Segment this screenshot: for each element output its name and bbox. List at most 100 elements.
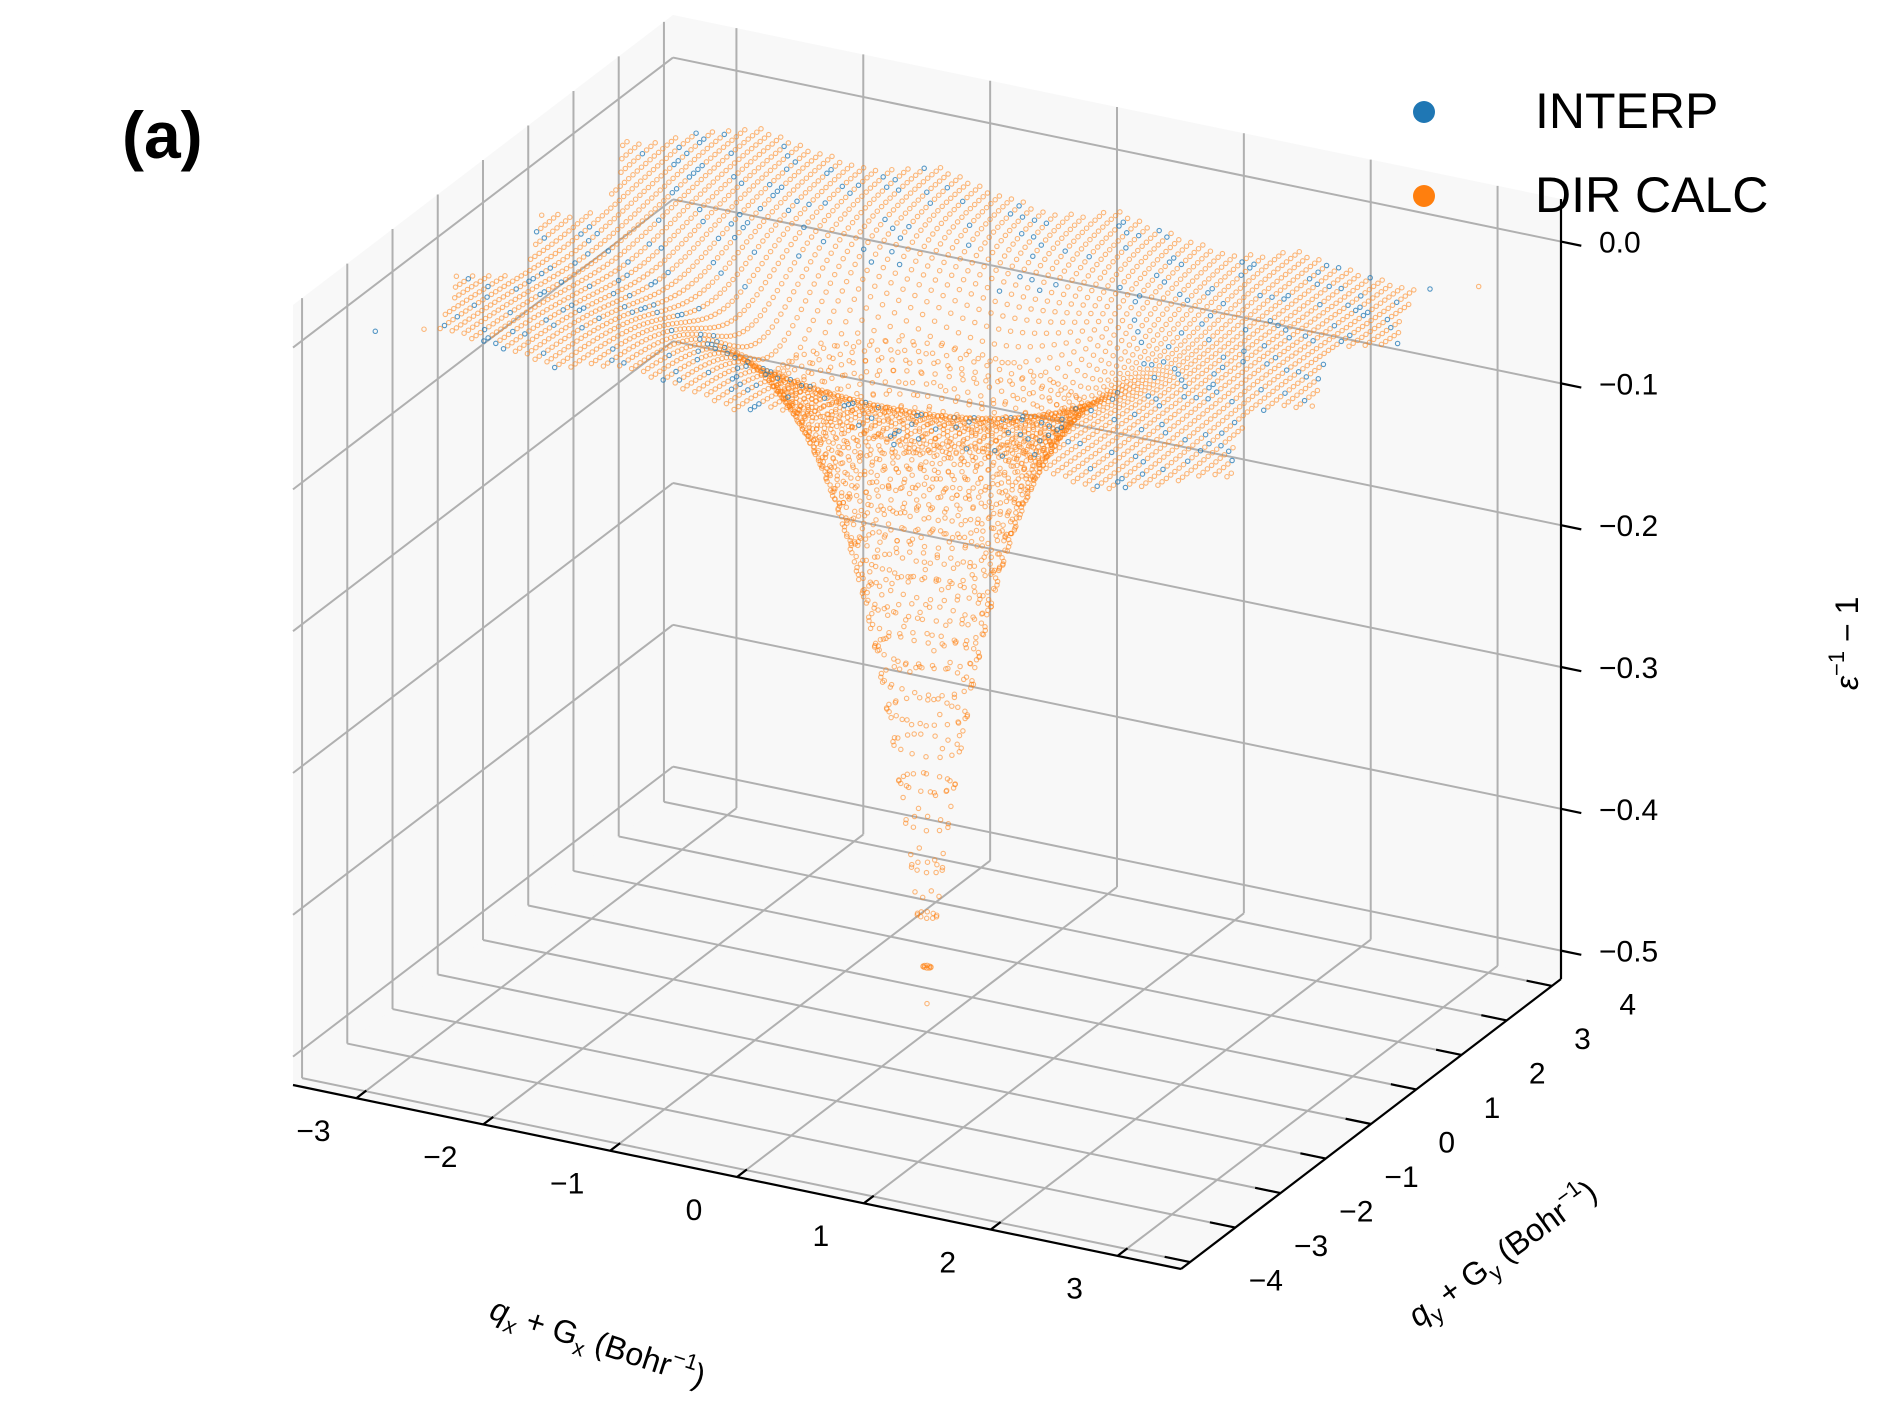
data-point-interp: [372, 328, 379, 335]
data-point-interp: [1135, 232, 1142, 239]
data-point-dircalc: [982, 627, 989, 634]
data-point-dircalc: [538, 330, 544, 337]
data-point-dircalc: [531, 314, 537, 321]
data-point-interp: [605, 248, 612, 254]
data-point-dircalc: [1177, 276, 1184, 282]
data-point-dircalc: [676, 290, 683, 296]
data-point-dircalc: [739, 244, 746, 251]
data-point-dircalc: [826, 195, 833, 202]
data-point-dircalc: [1064, 309, 1070, 316]
data-point-dircalc: [1139, 322, 1145, 329]
data-point-dircalc: [565, 294, 572, 301]
data-point-interp: [580, 305, 587, 311]
data-point-dircalc: [566, 284, 572, 291]
data-point-dircalc: [1194, 259, 1201, 266]
data-point-dircalc: [727, 163, 734, 170]
data-point-dircalc: [786, 296, 793, 303]
data-point-dircalc: [539, 319, 545, 326]
data-point-dircalc: [1055, 330, 1062, 336]
data-point-dircalc: [993, 267, 999, 273]
data-point-dircalc: [731, 160, 738, 166]
data-point-dircalc: [755, 243, 762, 250]
data-point-dircalc: [653, 264, 659, 271]
data-point-dircalc: [1157, 284, 1163, 290]
data-point-dircalc: [598, 343, 604, 350]
data-point-dircalc: [659, 229, 665, 235]
data-point-dircalc: [1024, 285, 1031, 291]
data-point-dircalc: [979, 631, 985, 637]
data-point-dircalc: [1142, 348, 1148, 355]
data-point-dircalc: [661, 183, 668, 189]
data-point-dircalc: [1210, 272, 1216, 278]
data-point-dircalc: [705, 283, 712, 290]
data-point-dircalc: [947, 578, 953, 585]
data-point-dircalc: [586, 340, 592, 347]
data-point-dircalc: [838, 331, 845, 337]
data-point-dircalc: [461, 330, 467, 336]
data-point-dircalc: [746, 278, 753, 284]
data-point-dircalc: [984, 284, 991, 291]
data-point-dircalc: [969, 572, 975, 578]
data-point-dircalc: [1138, 259, 1145, 265]
data-point-dircalc: [816, 164, 822, 170]
data-point-dircalc: [952, 398, 959, 405]
data-point-dircalc: [595, 216, 601, 223]
grid-line-y: [663, 800, 1553, 987]
data-point-dircalc: [691, 227, 698, 234]
data-point-dircalc: [971, 201, 978, 208]
data-point-dircalc: [666, 165, 673, 172]
data-point-dircalc: [1270, 282, 1276, 288]
data-point-dircalc: [1039, 224, 1045, 231]
data-point-interp: [1031, 217, 1038, 223]
data-point-dircalc: [768, 154, 775, 160]
data-point-dircalc: [1085, 385, 1092, 391]
data-point-dircalc: [988, 603, 994, 610]
data-point-interp: [510, 328, 516, 335]
data-point-interp: [513, 286, 519, 292]
data-point-dircalc: [1147, 235, 1154, 242]
data-point-dircalc: [486, 312, 493, 319]
data-point-dircalc: [790, 289, 797, 295]
data-point-dircalc: [968, 291, 975, 297]
data-point-dircalc: [1129, 268, 1136, 275]
data-point-dircalc: [1123, 330, 1129, 337]
data-point-dircalc: [529, 336, 536, 343]
data-point-dircalc: [811, 281, 817, 287]
data-point-dircalc: [866, 479, 873, 486]
data-point-dircalc: [570, 224, 577, 231]
data-point-dircalc: [513, 337, 519, 343]
data-point-dircalc: [883, 391, 890, 397]
data-point-dircalc: [1221, 287, 1227, 294]
data-point-dircalc: [544, 306, 550, 313]
data-point-dircalc: [978, 500, 985, 506]
data-point-dircalc: [813, 432, 819, 438]
data-point-dircalc: [1351, 276, 1357, 282]
data-point-dircalc: [1199, 256, 1205, 262]
data-point-dircalc: [1242, 268, 1249, 275]
grid-line-z: [292, 624, 674, 916]
data-point-dircalc: [971, 583, 977, 590]
data-point-dircalc: [893, 241, 899, 248]
data-point-dircalc: [845, 445, 852, 451]
data-point-dircalc: [1067, 329, 1074, 335]
data-point-dircalc: [634, 168, 641, 174]
data-point-dircalc: [632, 196, 639, 202]
data-point-dircalc: [904, 179, 910, 186]
data-point-dircalc: [1175, 251, 1181, 257]
data-point-dircalc: [802, 298, 809, 304]
data-point-dircalc: [535, 262, 542, 268]
data-point-dircalc: [666, 179, 672, 185]
data-point-dircalc: [993, 533, 999, 539]
data-point-dircalc: [1017, 511, 1023, 518]
data-point-dircalc: [1146, 265, 1152, 272]
data-point-dircalc: [608, 205, 614, 211]
data-point-dircalc: [917, 169, 923, 175]
data-point-dircalc: [931, 318, 938, 324]
data-point-dircalc: [533, 294, 539, 300]
data-point-dircalc: [960, 376, 966, 383]
data-point-dircalc: [607, 219, 613, 226]
data-point-dircalc: [949, 703, 955, 709]
data-point-dircalc: [858, 374, 864, 380]
data-point-dircalc: [1370, 283, 1377, 290]
data-point-dircalc: [1296, 248, 1303, 255]
